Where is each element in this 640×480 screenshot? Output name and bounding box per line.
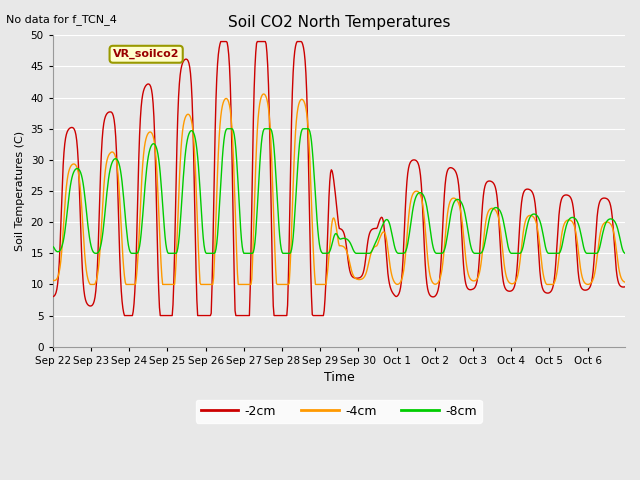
Legend: -2cm, -4cm, -8cm: -2cm, -4cm, -8cm <box>196 400 482 423</box>
Text: VR_soilco2: VR_soilco2 <box>113 49 179 60</box>
Y-axis label: Soil Temperatures (C): Soil Temperatures (C) <box>15 131 25 251</box>
Title: Soil CO2 North Temperatures: Soil CO2 North Temperatures <box>228 15 450 30</box>
X-axis label: Time: Time <box>324 372 355 384</box>
Text: No data for f_TCN_4: No data for f_TCN_4 <box>6 14 117 25</box>
